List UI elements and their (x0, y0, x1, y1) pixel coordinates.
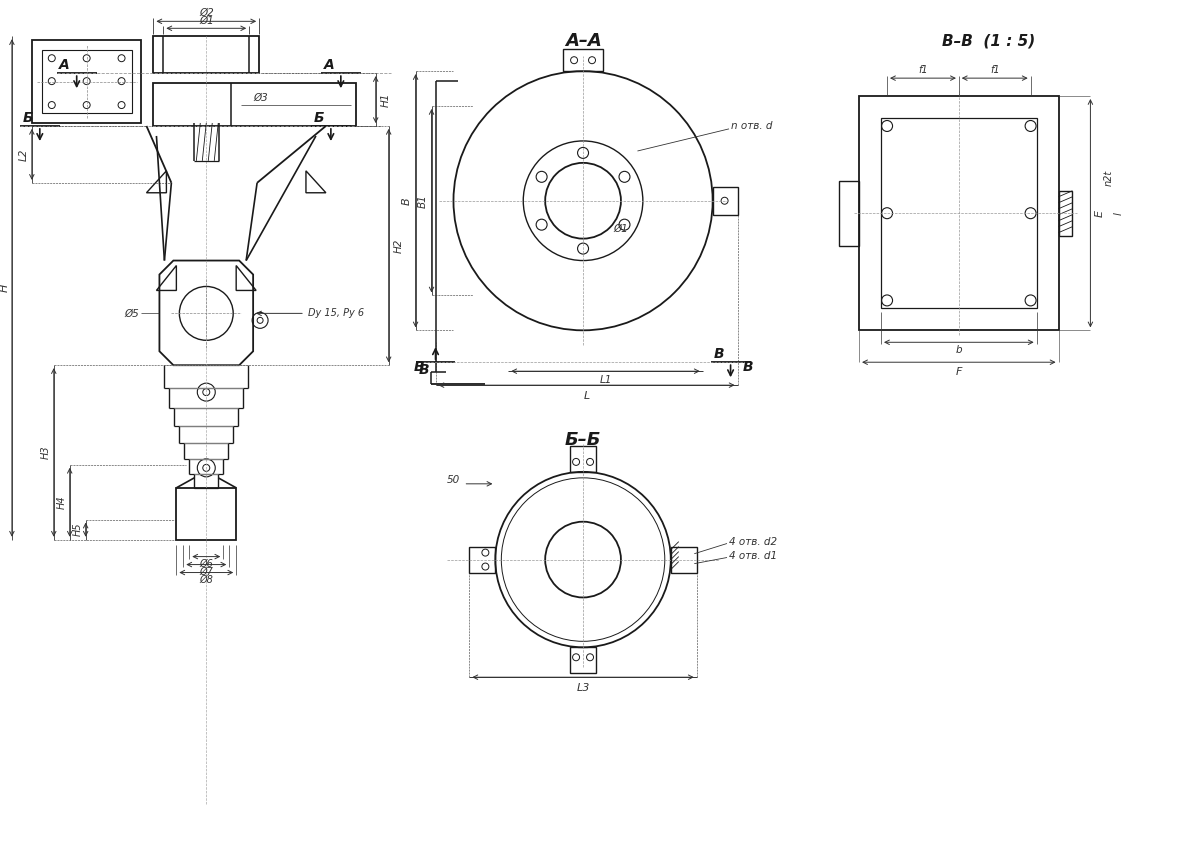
Text: Dy 15, Py 6: Dy 15, Py 6 (308, 309, 364, 318)
Text: Б: Б (313, 111, 324, 125)
Bar (42, 50, 132, 113)
Bar (154, 36, 259, 73)
Text: L1: L1 (599, 375, 612, 385)
Text: H: H (0, 284, 10, 292)
Text: H5: H5 (73, 523, 83, 537)
Bar (570, 446, 596, 472)
Bar (1058, 191, 1073, 236)
Text: H4: H4 (56, 495, 67, 509)
Text: А: А (59, 58, 70, 72)
Text: В: В (743, 360, 752, 374)
Text: l: l (1114, 212, 1123, 215)
Text: F: F (955, 367, 962, 378)
Text: E: E (1094, 210, 1104, 217)
Text: Ø6: Ø6 (199, 558, 214, 568)
Text: n отв. d: n отв. d (731, 121, 772, 131)
Bar (32, 40, 142, 123)
Text: B: B (402, 197, 412, 205)
Text: В: В (713, 347, 724, 361)
Text: А: А (324, 58, 335, 72)
Text: B1: B1 (418, 194, 427, 207)
Text: Ø1: Ø1 (199, 15, 214, 25)
Text: L: L (583, 391, 589, 401)
Text: L2: L2 (19, 148, 29, 161)
Text: В–В  (1 : 5): В–В (1 : 5) (942, 34, 1036, 49)
Bar (671, 547, 697, 573)
Text: Ø2: Ø2 (199, 8, 214, 17)
Bar (469, 547, 496, 573)
Text: Ø1: Ø1 (613, 224, 628, 234)
Text: f1: f1 (990, 65, 1000, 75)
Text: А–А: А–А (565, 33, 601, 50)
Text: В: В (419, 363, 428, 378)
Text: 4 отв. d2: 4 отв. d2 (728, 537, 776, 547)
Text: H1: H1 (380, 92, 391, 107)
Text: Ø3: Ø3 (253, 93, 269, 102)
Text: Ø7: Ø7 (199, 567, 214, 576)
Text: b: b (955, 345, 962, 355)
Bar (570, 648, 596, 673)
Text: Ø5: Ø5 (125, 309, 139, 318)
Text: L3: L3 (576, 683, 589, 693)
Bar (839, 181, 859, 246)
Text: n2t: n2t (1103, 170, 1114, 187)
Bar (563, 49, 602, 71)
Text: H3: H3 (41, 445, 50, 459)
Bar (713, 187, 738, 215)
Text: Б: Б (23, 111, 34, 125)
Text: 4 отв. d1: 4 отв. d1 (728, 550, 776, 561)
Text: 50: 50 (448, 475, 461, 485)
Text: Ø8: Ø8 (199, 574, 214, 585)
Bar (859, 96, 1058, 330)
Text: Б–Б: Б–Б (565, 431, 601, 449)
Bar (154, 83, 355, 126)
Bar (176, 488, 236, 539)
Bar (881, 118, 1037, 309)
Text: В: В (413, 360, 424, 374)
Text: H2: H2 (394, 238, 403, 253)
Text: f1: f1 (918, 65, 928, 75)
